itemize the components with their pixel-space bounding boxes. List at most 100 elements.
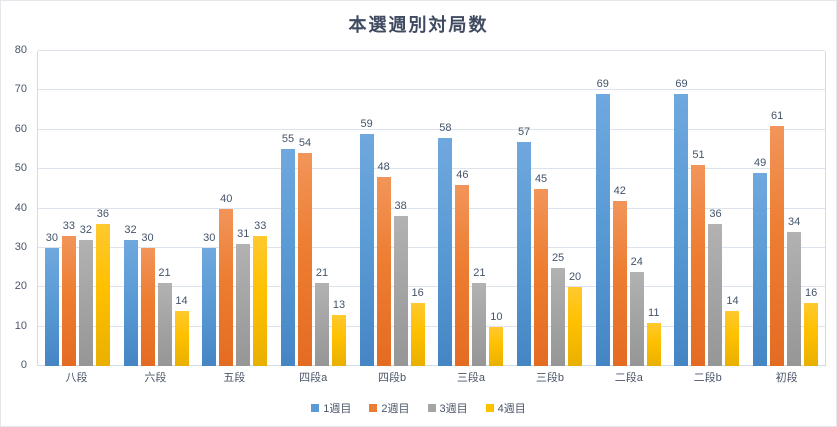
legend-marker-icon [369,404,378,412]
gridline [38,246,825,248]
bar-4週目-四段a: 13 [331,299,346,366]
gridline [38,50,825,51]
bar-1週目-六段: 32 [123,224,138,366]
legend-marker-icon [485,404,494,412]
bar-value-label: 32 [79,224,92,236]
bar-value-label: 21 [473,267,486,280]
bar-4週目-八段: 36 [95,208,110,366]
bar-4週目-三段b: 20 [568,271,583,366]
gridline [38,128,825,130]
bar-3週目-六段: 21 [157,267,172,366]
bar-value-label: 24 [630,255,643,268]
legend-item-4週目: 4週目 [485,400,526,416]
legend-item-2週目: 2週目 [369,400,410,416]
bar-value-label: 20 [568,271,582,284]
bar-value-label: 16 [411,287,424,299]
gridline [38,89,825,91]
y-tick-label: 20 [14,280,27,293]
bar-value-label: 21 [158,267,171,280]
x-category-label: 六段 [144,372,167,384]
bar-3週目-四段a: 21 [314,267,329,366]
bar-value-label: 54 [298,137,312,150]
bar-value-label: 69 [675,78,688,91]
bar-group: 32 30 21 14 [117,51,196,366]
bar-value-label: 58 [439,121,452,134]
bar-value-label: 31 [237,227,250,240]
bar-1週目-四段a: 55 [280,133,295,366]
bar-value-label: 10 [490,310,503,323]
y-tick-label: 70 [14,83,27,96]
bar-2週目-二段b: 51 [691,149,706,366]
bar-group: 57 45 25 20 [510,51,589,366]
x-category-label: 八段 [65,372,88,384]
bar-value-label: 51 [692,149,705,162]
bar-1週目-初段: 49 [753,157,768,366]
bar-1週目-三段b: 57 [517,126,532,366]
legend-label: 3週目 [439,403,468,415]
bar-4週目-四段b: 16 [410,287,425,366]
x-category-label: 三段b [535,372,564,384]
bar-value-label: 16 [805,287,818,299]
bar-value-label: 30 [203,231,216,244]
bar-2週目-八段: 33 [61,220,76,366]
legend-marker-icon [311,404,320,412]
bar-3週目-三段a: 21 [472,267,487,366]
legend: 1週目 2週目 3週目 4週目 [1,400,836,416]
bar-4週目-三段a: 10 [489,311,504,366]
bar-value-label: 48 [377,161,390,173]
bar-1週目-五段: 30 [202,232,217,366]
bar-value-label: 55 [281,133,295,146]
bar-3週目-二段a: 24 [629,256,644,366]
legend-item-3週目: 3週目 [427,400,468,416]
bar-2週目-五段: 40 [219,193,234,366]
legend-label: 2週目 [381,403,410,415]
legend-label: 1週目 [323,403,352,415]
bar-value-label: 59 [360,117,373,130]
y-tick-label: 80 [14,44,27,56]
bar-1週目-二段a: 69 [595,78,610,366]
bar-1週目-四段b: 59 [359,118,374,366]
legend-label: 4週目 [497,403,526,415]
bar-value-label: 36 [709,208,722,221]
bar-value-label: 30 [45,231,58,244]
bar-value-label: 38 [394,200,407,213]
bar-2週目-三段a: 46 [455,169,470,366]
y-tick-label: 30 [14,240,27,253]
x-category-label: 二段b [693,372,722,384]
bar-value-label: 45 [534,172,548,185]
bar-group: 49 61 34 16 [746,51,825,366]
bar-3週目-三段b: 25 [551,252,566,366]
bar-group: 69 42 24 11 [589,51,668,366]
legend-marker-icon [427,404,436,412]
bar-value-label: 33 [254,220,267,233]
bar-group: 69 51 36 14 [668,51,747,366]
bar-1週目-八段: 30 [44,232,59,366]
y-tick-label: 10 [14,319,27,332]
bar-value-label: 13 [332,298,346,311]
plot-area: 30 33 32 36 32 30 21 14 30 40 31 33 55 54 21 13 59 48 38 16… [37,50,826,366]
gridline [38,207,825,209]
bar-value-label: 14 [175,294,188,307]
bar-group: 55 54 21 13 [274,51,353,366]
y-tick-label: 40 [14,201,27,214]
bar-group: 58 46 21 10 [432,51,511,366]
bar-4週目-五段: 33 [253,220,268,366]
legend-item-1週目: 1週目 [311,400,351,416]
y-tick-label: 50 [14,162,27,175]
bar-value-label: 49 [754,157,767,170]
bar-3週目-五段: 31 [236,228,251,366]
bar-3週目-二段b: 36 [708,208,723,366]
bar-value-label: 21 [315,267,329,280]
bar-group: 30 33 32 36 [38,51,117,366]
bar-value-label: 42 [613,184,626,197]
gridline [38,325,825,327]
bar-value-label: 34 [788,216,801,229]
bar-4週目-初段: 16 [804,287,819,366]
bar-4週目-二段a: 11 [646,307,661,366]
bar-value-label: 69 [596,78,609,91]
bar-3週目-四段b: 38 [393,200,408,366]
bar-2週目-六段: 30 [140,232,155,366]
y-tick-label: 60 [14,122,27,135]
y-axis: 0 10 20 30 40 50 60 70 80 [1,44,31,371]
